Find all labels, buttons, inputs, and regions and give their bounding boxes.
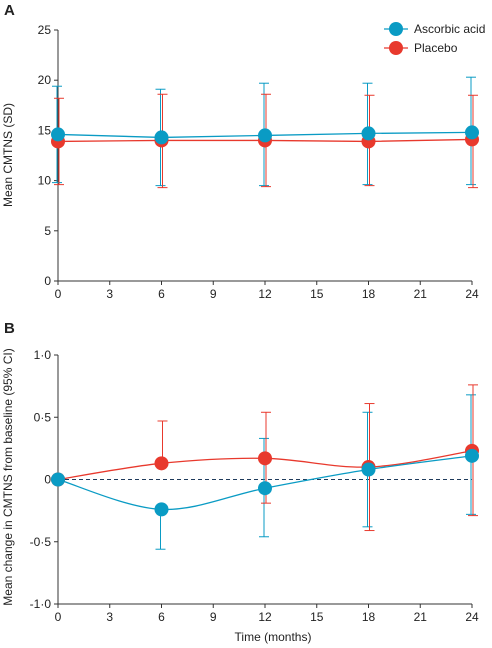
panel-a-y-tick-label-5: 5 <box>44 224 51 238</box>
panel-b-label: B <box>4 320 15 337</box>
panel-b-y-tick-label-1: 1·0 <box>34 348 52 362</box>
panel-a-point-ascorbic-18 <box>361 126 376 141</box>
panel-b-ticks: -1·0 -0·5 0 0·5 1·0 0 3 6 9 12 15 18 21 24 <box>30 348 479 624</box>
panel-b-x-tick-label-9: 9 <box>210 610 217 624</box>
panel-b-x-tick-label-3: 3 <box>106 610 113 624</box>
panel-b-point-ascorbic-12 <box>258 481 272 496</box>
panel-b-point-ascorbic-6 <box>154 502 169 517</box>
panel-b-point-placebo-6 <box>154 456 169 471</box>
panel-b-point-ascorbic-18 <box>361 462 376 477</box>
panel-a-x-tick-label-0: 0 <box>55 287 62 301</box>
panel-a-x-tick-label-15: 15 <box>310 287 324 301</box>
panel-a-y-tick-label-25: 25 <box>38 23 52 37</box>
panel-b-x-tick-label-0: 0 <box>55 610 62 624</box>
panel-a-point-ascorbic-6 <box>154 130 169 145</box>
panel-a-point-ascorbic-0 <box>51 127 65 142</box>
panel-a-x-tick-label-24: 24 <box>465 287 479 301</box>
panel-a-y-tick-label-20: 20 <box>38 73 52 87</box>
panel-a-x-tick-label-6: 6 <box>158 287 165 301</box>
legend-marker-ascorbic-acid <box>389 22 403 36</box>
panel-b-series <box>51 384 479 550</box>
legend-marker-placebo <box>389 41 403 55</box>
panel-a-x-tick-label-18: 18 <box>362 287 376 301</box>
panel-a-y-tick-label-10: 10 <box>38 174 52 188</box>
panel-b: B Mean change in CMTNS from baseline (95… <box>1 320 479 644</box>
panel-b-x-tick-label-15: 15 <box>310 610 324 624</box>
panel-b-y-tick-label--1: -1·0 <box>30 597 52 611</box>
legend-label-ascorbic-acid: Ascorbic acid <box>414 22 485 36</box>
panel-a-label: A <box>4 2 15 19</box>
panel-a-y-tick-label-0: 0 <box>44 274 51 288</box>
panel-a-x-tick-label-12: 12 <box>258 287 272 301</box>
legend: Ascorbic acid Placebo <box>384 22 485 55</box>
legend-label-placebo: Placebo <box>414 41 458 55</box>
panel-a-y-tick-label-15: 15 <box>38 123 52 137</box>
panel-a-x-tick-label-9: 9 <box>210 287 217 301</box>
panel-b-x-tick-label-21: 21 <box>414 610 428 624</box>
panel-a-ticks: 0 5 10 15 20 25 0 3 6 9 12 15 18 21 24 <box>38 23 479 301</box>
panel-b-x-tick-label-18: 18 <box>362 610 376 624</box>
panel-a: A Mean CMTNS (SD) 0 5 10 15 20 25 0 3 6 9 12 15 18 21… <box>1 2 479 301</box>
panel-a-point-ascorbic-24 <box>465 125 479 140</box>
panel-a-x-tick-label-21: 21 <box>414 287 428 301</box>
panel-b-point-ascorbic-24 <box>465 448 479 463</box>
panel-b-x-tick-label-12: 12 <box>258 610 272 624</box>
panel-b-x-tick-label-6: 6 <box>158 610 165 624</box>
panel-a-x-tick-label-3: 3 <box>106 287 113 301</box>
panel-b-point-placebo-12 <box>258 451 272 466</box>
panel-b-y-tick-label--0.5: -0·5 <box>30 535 52 549</box>
panel-a-point-ascorbic-12 <box>258 128 272 143</box>
panel-b-y-tick-label-0.5: 0·5 <box>34 410 52 424</box>
panel-b-y-axis-label: Mean change in CMTNS from baseline (95% … <box>1 348 15 605</box>
panel-b-x-tick-label-24: 24 <box>465 610 479 624</box>
panel-a-y-axis-label: Mean CMTNS (SD) <box>1 103 15 207</box>
panel-b-x-axis-label: Time (months) <box>235 630 312 644</box>
panel-a-series <box>51 76 479 189</box>
panel-b-y-tick-label-0: 0 <box>44 473 51 487</box>
panel-b-point-ascorbic-0 <box>51 472 65 487</box>
